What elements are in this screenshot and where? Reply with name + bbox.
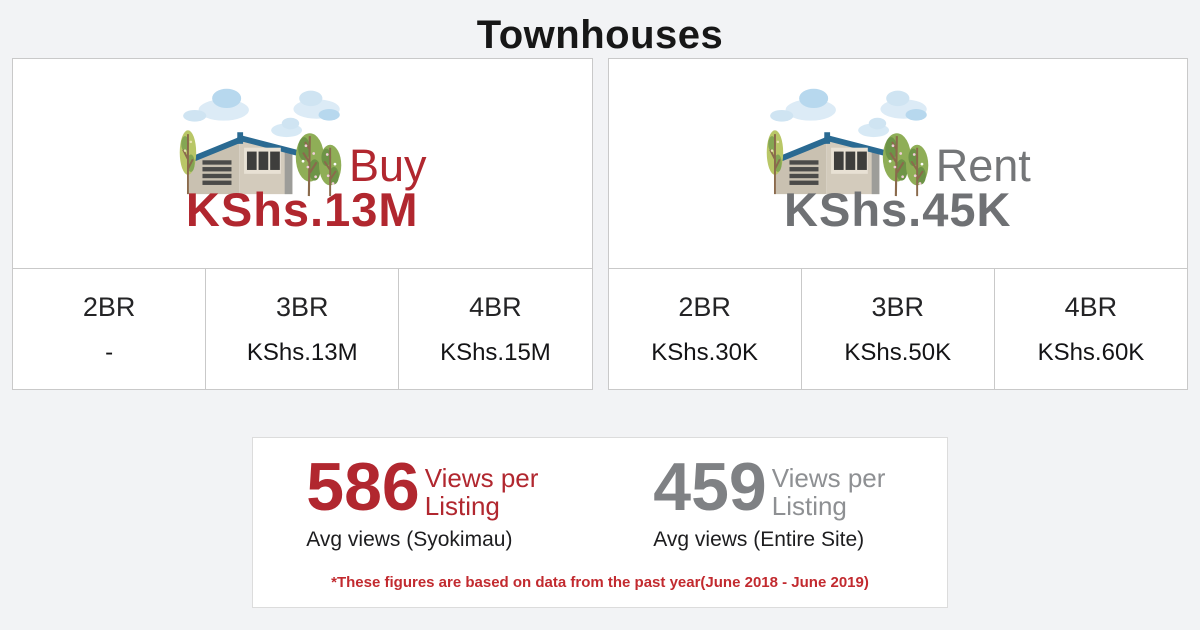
- table-cell: 3BR KShs.13M: [205, 268, 400, 390]
- site-stat-half: 459 Views per Listing Avg views (Entire …: [600, 449, 947, 552]
- local-views-stat: 586 Views per Listing Avg views (Syokima…: [306, 449, 546, 552]
- price-value: KShs.60K: [1037, 338, 1145, 366]
- bedroom-type-label: 2BR: [82, 291, 136, 322]
- page-title: Townhouses: [476, 13, 724, 57]
- site-views-stat: 459 Views per Listing Avg views (Entire …: [653, 449, 893, 552]
- local-views-value: 586: [306, 449, 420, 525]
- bedroom-type-label: 2BR: [678, 291, 731, 322]
- price-value: KShs.50K: [844, 338, 952, 366]
- table-cell: 4BR KShs.60K: [993, 268, 1189, 390]
- bedroom-type-label: 3BR: [871, 291, 925, 322]
- house-with-trees-icon: [178, 80, 343, 198]
- buy-price-table: 2BR - 3BR KShs.13M 4BR KShs.15M: [12, 268, 593, 390]
- rent-headline-price: KShs.45K: [784, 183, 1012, 236]
- stat-main: 586 Views per Listing: [306, 449, 546, 525]
- buy-headline-price: KShs.13M: [185, 183, 419, 236]
- views-stats-panel: 586 Views per Listing Avg views (Syokima…: [252, 437, 948, 609]
- price-value: KShs.13M: [246, 338, 358, 366]
- stat-main: 459 Views per Listing: [653, 449, 893, 525]
- bedroom-type-label: 4BR: [1064, 291, 1118, 322]
- bedroom-type-label: 3BR: [275, 291, 329, 322]
- table-cell: 4BR KShs.15M: [398, 268, 593, 390]
- date-range-footnote: *These figures are based on data from th…: [331, 574, 869, 592]
- buy-label: Buy: [348, 140, 427, 191]
- local-stat-half: 586 Views per Listing Avg views (Syokima…: [253, 449, 600, 552]
- rent-card-header: Rent KShs.45K: [607, 58, 1188, 269]
- house-with-trees-icon: [765, 80, 930, 198]
- buy-card: Buy KShs.13M 2BR - 3BR KShs.13M 4BR KShs…: [12, 58, 593, 390]
- rent-header-illustration-row: Rent: [765, 76, 1031, 198]
- table-cell: 2BR -: [12, 268, 207, 390]
- rent-price-table: 2BR KShs.30K 3BR KShs.50K 4BR KShs.60K: [607, 268, 1189, 390]
- site-views-value: 459: [653, 449, 767, 525]
- site-views-label: Views per Listing: [771, 463, 886, 522]
- site-views-caption: Avg views (Entire Site): [653, 528, 865, 552]
- price-value: -: [105, 338, 114, 366]
- rent-label: Rent: [935, 140, 1031, 191]
- buy-header-illustration-row: Buy: [178, 76, 427, 198]
- rent-card: Rent KShs.45K 2BR KShs.30K 3BR KShs.50K …: [607, 58, 1189, 390]
- bedroom-type-label: 4BR: [469, 291, 522, 322]
- table-cell: 3BR KShs.50K: [800, 268, 995, 390]
- local-views-label: Views per Listing: [424, 463, 539, 522]
- price-cards-row: Buy KShs.13M 2BR - 3BR KShs.13M 4BR KShs…: [0, 58, 1200, 390]
- table-cell: 2BR KShs.30K: [607, 268, 802, 390]
- price-value: KShs.30K: [651, 338, 758, 366]
- stats-row: 586 Views per Listing Avg views (Syokima…: [253, 449, 947, 552]
- local-views-caption: Avg views (Syokimau): [306, 528, 513, 552]
- buy-card-header: Buy KShs.13M: [12, 58, 593, 269]
- price-value: KShs.15M: [440, 338, 551, 366]
